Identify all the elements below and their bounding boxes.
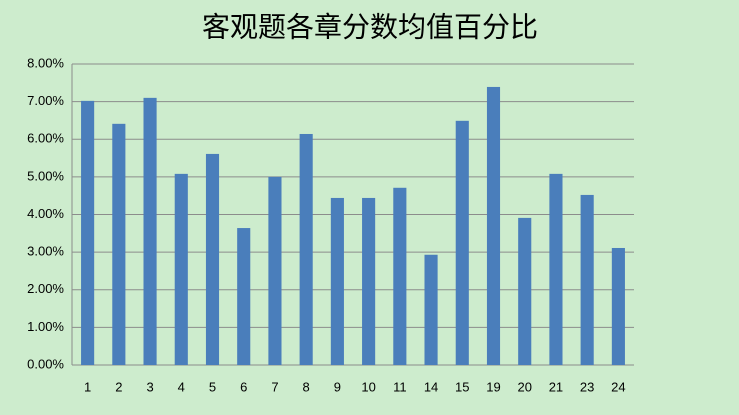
x-tick-label: 24 [611, 379, 625, 394]
bar [549, 173, 563, 365]
bar [81, 100, 95, 365]
x-tick-label: 20 [517, 379, 531, 394]
x-tick-label: 14 [424, 379, 438, 394]
bar [362, 197, 376, 365]
bar [112, 123, 126, 365]
bar [268, 176, 282, 365]
x-tick-label: 1 [84, 379, 91, 394]
y-tick-label: 6.00% [27, 131, 64, 146]
y-tick-label: 7.00% [27, 93, 64, 108]
bar [424, 254, 438, 365]
bar [299, 133, 313, 365]
x-tick-label: 10 [361, 379, 375, 394]
y-tick-label: 1.00% [27, 319, 64, 334]
x-tick-label: 21 [549, 379, 563, 394]
bar [486, 86, 501, 366]
x-tick-label: 4 [178, 379, 185, 394]
bar [455, 120, 469, 365]
chart-title: 客观题各章分数均值百分比 [202, 11, 538, 43]
x-tick-label: 7 [271, 379, 278, 394]
y-tick-label: 0.00% [27, 356, 64, 371]
x-tick-label: 19 [486, 379, 500, 394]
y-tick-label: 4.00% [27, 206, 64, 221]
x-tick-label: 15 [455, 379, 469, 394]
y-tick-label: 5.00% [27, 168, 64, 183]
bar [237, 228, 251, 365]
y-tick-label: 8.00% [27, 55, 64, 70]
x-tick-label: 5 [209, 379, 216, 394]
bar [143, 97, 157, 366]
bar [611, 247, 625, 365]
y-tick-label: 2.00% [27, 281, 64, 296]
x-tick-label: 2 [115, 379, 122, 394]
y-tick-label: 3.00% [27, 244, 64, 259]
x-tick-label: 6 [240, 379, 247, 394]
bar [518, 217, 532, 365]
x-tick-label: 23 [580, 379, 594, 394]
x-tick-label: 8 [303, 379, 310, 394]
bar [330, 197, 344, 365]
bar [174, 173, 188, 365]
bar [205, 153, 220, 365]
x-tick-label: 11 [393, 379, 407, 394]
bar [393, 187, 407, 365]
bar [580, 194, 594, 365]
x-tick-label: 3 [146, 379, 153, 394]
x-tick-label: 9 [334, 379, 341, 394]
